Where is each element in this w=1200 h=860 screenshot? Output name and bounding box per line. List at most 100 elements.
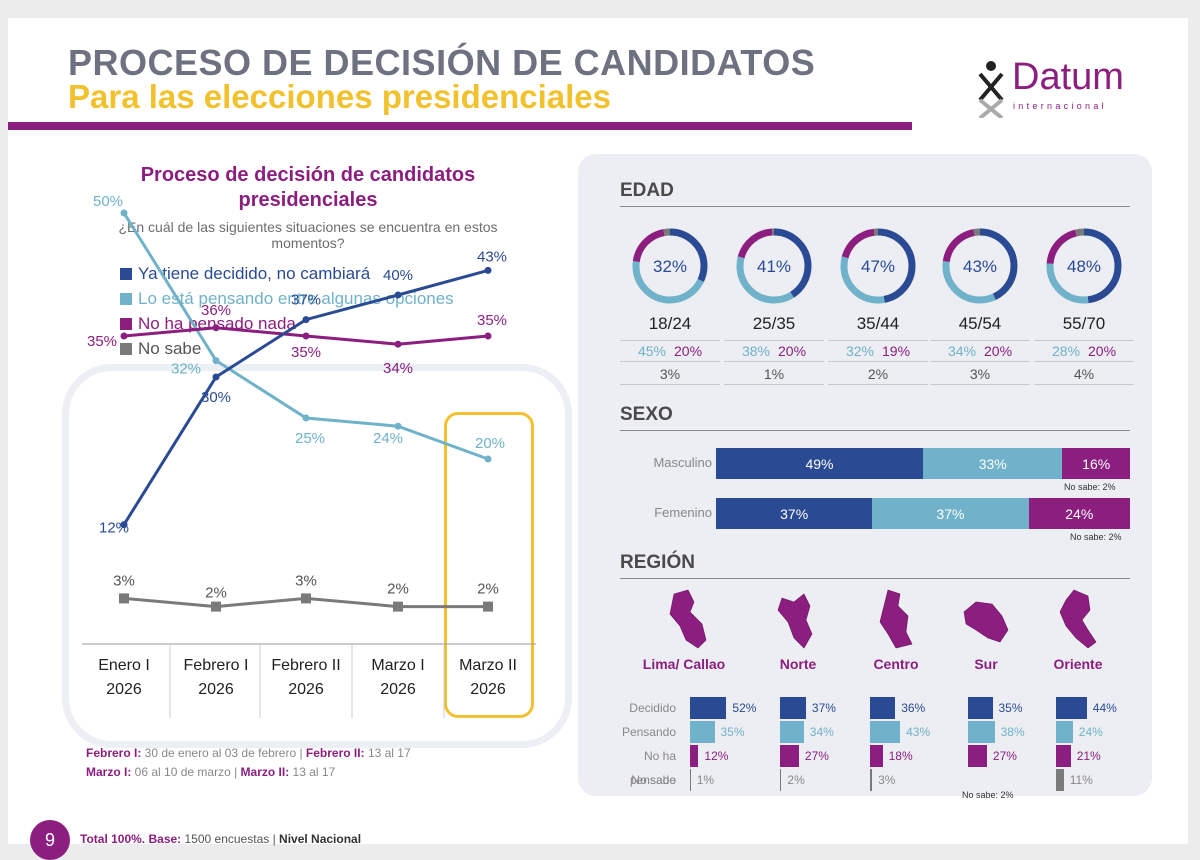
- data-point: [212, 373, 220, 381]
- edad-title: EDAD: [620, 180, 674, 201]
- segment-panel: EDAD 32% 18/24 45% 20% 3% 41% 25/35 38% 20% 1% 47%…: [578, 154, 1152, 800]
- legend-item-nada: No ha pensado nada: [120, 311, 454, 336]
- data-point: [211, 601, 221, 612]
- region-bar-value: 52%: [732, 701, 757, 715]
- bar-segment: 16%: [1062, 448, 1130, 479]
- row-label: No ha pensado: [629, 749, 676, 787]
- region-bar-value: 37%: [811, 701, 836, 715]
- donut-segment: [840, 228, 916, 304]
- region-bar: [1056, 769, 1064, 791]
- sexo-bar: 49% 33% 16%: [716, 448, 1130, 479]
- donut-35-44: 47% 35/44 32% 19% 2%: [828, 224, 928, 385]
- region-name: Centro: [873, 656, 919, 672]
- logo-sub: internacional: [1013, 101, 1107, 111]
- nosabe-value: 3%: [620, 366, 720, 385]
- donut-segment: [736, 228, 812, 304]
- nada-value: 20%: [984, 343, 1013, 359]
- x-tick-label: Febrero II: [271, 657, 340, 674]
- region-map-icon: [963, 601, 1009, 643]
- region-bar-row: 3%: [870, 768, 930, 792]
- datum-figure-icon: [978, 61, 1004, 118]
- region-bar: [870, 697, 896, 719]
- nosabe-value: 4%: [1034, 366, 1134, 385]
- donut-55-70: 48% 55/70 28% 20% 4%: [1034, 224, 1134, 385]
- datum-logo: Datum internacional: [976, 56, 1166, 118]
- data-label: 35%: [477, 312, 507, 329]
- data-label: 37%: [291, 292, 321, 309]
- region-bar: [690, 697, 727, 719]
- divider: [620, 578, 1130, 579]
- base-value: 1500 encuestas |: [181, 832, 280, 846]
- donut-segment: [942, 228, 1018, 304]
- age-label: 18/24: [648, 314, 692, 333]
- region-bar-value: 44%: [1092, 701, 1117, 715]
- region-bar: [870, 721, 901, 743]
- page-title: PROCESO DE DECISIÓN DE CANDIDATOS: [68, 42, 816, 83]
- region-bar-group: 37% 34% 27% 2%: [780, 696, 836, 792]
- region-bar-row: 27%: [968, 744, 1025, 768]
- bar-segment: 33%: [923, 448, 1063, 479]
- sexo-title: SEXO: [620, 404, 673, 425]
- region-bar-value: 35%: [998, 701, 1023, 715]
- data-point: [119, 593, 129, 604]
- region-shape: [777, 593, 813, 649]
- data-point: [212, 324, 220, 332]
- region-bar: [870, 745, 883, 767]
- region-bar-row: 12%: [690, 744, 756, 768]
- donut-breakdown: 45% 20%: [620, 340, 720, 362]
- data-label: 43%: [477, 248, 507, 265]
- donut-value: 32%: [653, 257, 687, 276]
- donut-value: 48%: [1067, 257, 1101, 276]
- region-bar: [968, 721, 995, 743]
- region-name: Norte: [779, 656, 817, 672]
- divider: [620, 430, 1130, 431]
- region-bar-row: 44%: [1056, 696, 1117, 720]
- highlight-latest-period: [444, 412, 534, 718]
- x-tick-label: Febrero I: [184, 657, 249, 674]
- data-label: 35%: [87, 333, 117, 350]
- base-label: Base:: [148, 832, 182, 846]
- bar-segment: 24%: [1028, 498, 1130, 529]
- date-range: 13 al 17: [364, 746, 411, 760]
- region-bar-group: 44% 24% 21% 11%: [1056, 696, 1117, 792]
- data-label: 20%: [475, 435, 505, 452]
- region-bar-row: 35%: [690, 720, 756, 744]
- region-bar-value: 34%: [809, 725, 834, 739]
- legend-label: No sabe: [138, 338, 202, 358]
- region-bar-row: 35%: [968, 696, 1025, 720]
- date-label: Marzo II:: [240, 765, 290, 779]
- region-bar: [968, 697, 993, 719]
- date-label: Febrero II:: [305, 746, 365, 760]
- legend-label: Ya tiene decidido, no cambiará: [138, 263, 371, 283]
- data-label: 30%: [201, 389, 231, 406]
- region-bar-value: 27%: [992, 749, 1017, 763]
- region-bar: [780, 697, 806, 719]
- region-name: Lima/ Callao: [642, 656, 726, 672]
- footer-note: Total 100%. Base: 1500 encuestas | Nivel…: [80, 832, 361, 846]
- region-bar-value: 12%: [704, 749, 729, 763]
- region-bar-value: 1%: [696, 773, 715, 787]
- sur-nosabe: No sabe: 2%: [962, 790, 1014, 800]
- slide: PROCESO DE DECISIÓN DE CANDIDATOS Para l…: [8, 18, 1188, 860]
- region-bar: [690, 721, 715, 743]
- data-label: 40%: [383, 267, 413, 284]
- data-point: [394, 291, 402, 299]
- region-name: Oriente: [1053, 656, 1103, 672]
- region-bar-row: 27%: [780, 744, 836, 768]
- region-bar: [780, 745, 799, 767]
- x-tick-label: Enero I: [98, 657, 150, 674]
- region-bar: [870, 769, 873, 791]
- region-bar-row: [968, 768, 1025, 792]
- region-0: Lima/ Callao: [634, 586, 734, 672]
- region-bar-row: 43%: [870, 720, 930, 744]
- region-shape: [1059, 589, 1097, 649]
- nada-value: 19%: [882, 343, 911, 359]
- data-point: [484, 332, 492, 340]
- data-label: 35%: [291, 344, 321, 361]
- donut-chart: 47%: [840, 228, 916, 304]
- logo-word: Datum: [1012, 56, 1124, 98]
- region-bar-row: 11%: [1056, 768, 1117, 792]
- region-bar-value: 27%: [804, 749, 829, 763]
- region-row-labels: Decidido Pensando No ha pensado No sabe: [598, 696, 676, 792]
- legend-item-nosabe: No sabe: [120, 336, 454, 361]
